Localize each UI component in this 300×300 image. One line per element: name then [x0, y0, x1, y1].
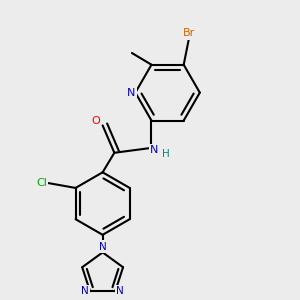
Text: Cl: Cl: [36, 178, 47, 188]
Text: N: N: [99, 242, 106, 251]
Text: H: H: [162, 149, 170, 159]
Text: N: N: [127, 88, 136, 98]
Text: Br: Br: [182, 28, 195, 38]
Text: N: N: [81, 286, 89, 296]
Text: N: N: [116, 286, 124, 296]
Text: N: N: [150, 145, 159, 155]
Text: O: O: [92, 116, 100, 125]
